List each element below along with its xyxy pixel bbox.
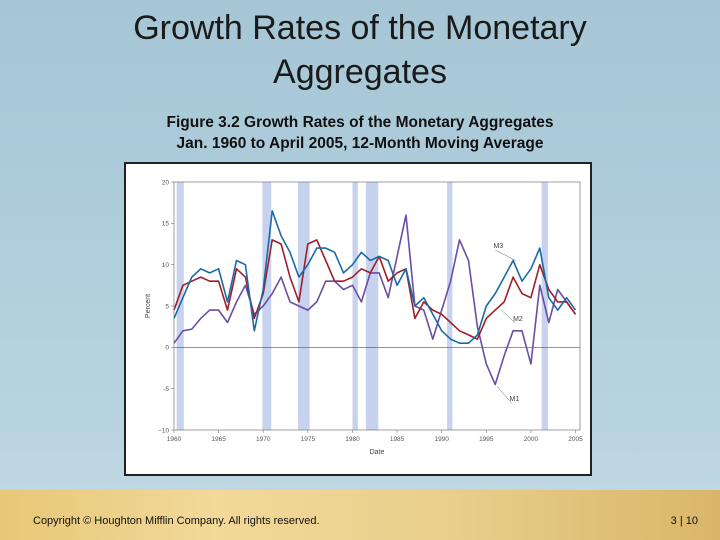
recession-band [262,182,272,430]
figure-caption: Figure 3.2 Growth Rates of the Monetary … [80,112,640,154]
y-tick-label: -5 [163,386,169,393]
chart-frame: −10 -5 0 5 10 15 20 1960 1965 1970 1975 1980 1985 199… [124,162,592,476]
footer-band [0,490,720,540]
x-tick-label: 1965 [211,436,226,443]
series-label-leader [500,309,516,324]
recession-bands [176,182,548,430]
slide-title: Growth Rates of the Monetary Aggregates [133,9,587,91]
axes: −10 -5 0 5 10 15 20 1960 1965 1970 1975 1980 1985 199… [145,179,583,456]
x-tick-label: 1970 [256,436,271,443]
y-tick-label: 5 [165,303,169,310]
x-tick-label: 1995 [479,436,494,443]
x-tick-label: 1990 [434,436,449,443]
x-tick-label: 1985 [390,436,405,443]
figure-caption-line1: Figure 3.2 Growth Rates of the Monetary … [166,114,554,131]
line-chart: −10 -5 0 5 10 15 20 1960 1965 1970 1975 1980 1985 199… [145,179,583,456]
series-label-m3: M3 [493,243,503,250]
x-tick-label: 1960 [167,436,182,443]
y-tick-label: 15 [162,221,170,228]
x-tick-label: 1980 [345,436,360,443]
series-m3-line [173,210,577,344]
x-tick-label: 2000 [524,436,539,443]
series-labels: M3 M2 M1 [493,243,523,404]
series-label-leader [495,249,516,261]
recession-band [176,182,184,430]
recession-band [298,182,310,430]
y-tick-label: 0 [165,345,169,352]
recession-band [365,182,379,430]
series-m1-line [173,214,577,386]
page-number: 3 | 10 [670,515,698,527]
series-label-m2: M2 [513,316,523,323]
recession-band [447,182,453,430]
series-m2-line [173,239,577,340]
y-tick-label: 10 [162,262,170,269]
y-tick-label: 20 [162,179,170,186]
recession-band [352,182,358,430]
series-label-leader [496,386,512,404]
x-tick-label: 1975 [301,436,316,443]
y-axis-title: Percent [145,294,152,318]
series-lines [173,210,577,386]
series-label-m1: M1 [510,396,520,403]
x-tick-label: 2005 [568,436,583,443]
x-axis-title: Date [370,449,385,456]
figure-caption-line2: Jan. 1960 to April 2005, 12-Month Moving… [176,135,544,152]
y-tick-label: −10 [158,427,169,434]
copyright-notice: Copyright © Houghton Mifflin Company. Al… [33,515,320,527]
